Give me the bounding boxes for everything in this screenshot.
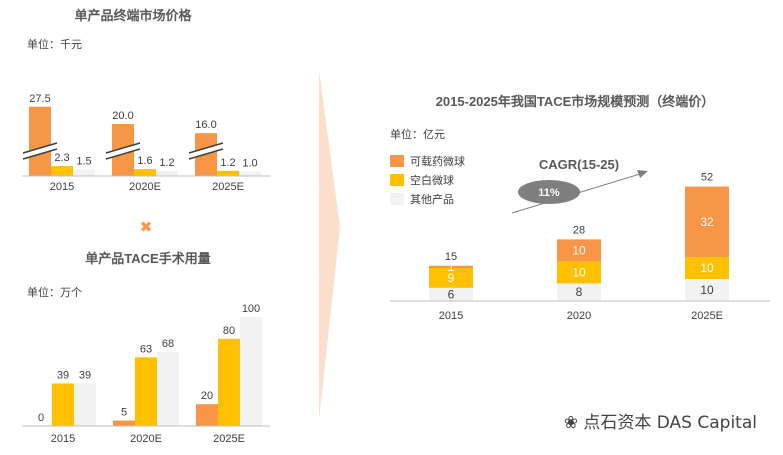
chart2-title: 单产品TACE手术用量 (85, 251, 210, 266)
chart1-category: 2025E (212, 181, 244, 193)
chart3-bar-2025E-0 (685, 279, 729, 301)
chart3-bar-2025E-1 (685, 257, 729, 279)
chart1-bar-2020E-1 (134, 169, 156, 176)
chart3-unit: 单位：亿元 (390, 127, 445, 141)
chart1-bar-2025E-2 (239, 171, 261, 176)
chart3-segment-label: 9 (448, 271, 455, 285)
chart2-value-label: 100 (242, 303, 260, 315)
chart3-bar-2015-0 (429, 287, 473, 301)
chart1-break-gap (22, 143, 58, 159)
chart3-segment-label: 10 (572, 265, 586, 279)
chart2-unit: 单位：万个 (27, 285, 82, 299)
chart1-break-gap (188, 143, 224, 159)
chart2-value-label: 5 (121, 407, 127, 419)
chart3-segment-label: 10 (572, 243, 586, 257)
chart3-legend-swatch (390, 155, 404, 167)
chart1-bar-2025E-1 (217, 170, 239, 176)
chart1-unit: 单位：千元 (27, 37, 82, 51)
chart2-bar-2020E-2 (157, 351, 179, 426)
multiply-icon: ✖ (140, 219, 153, 236)
chart3-segment-label: 8 (576, 285, 583, 299)
chart3-legend-label: 空白微球 (410, 173, 454, 187)
chart2-category: 2025E (213, 433, 245, 445)
chart2-value-label: 80 (223, 325, 235, 337)
chart3-segment-label: 6 (448, 287, 455, 301)
chart2-bar-2020E-0 (113, 420, 135, 426)
chart1-break-mark (22, 142, 58, 154)
chart1-category: 2020E (129, 181, 161, 193)
wechat-icon: ❀ (563, 413, 578, 433)
chart3-cagr-value: 11% (538, 187, 560, 199)
chevron-arrow-icon (319, 70, 340, 420)
chart1-break-gap (105, 143, 141, 159)
chart3-category: 2025E (691, 310, 723, 322)
chart3-title: 2015-2025年我国TACE市场规模预测（终端价） (436, 94, 715, 109)
chart3-bar-2020-1 (557, 261, 601, 284)
chart3-bar-2020-0 (557, 283, 601, 301)
chart1-bar-2015-1 (51, 166, 73, 176)
watermark-text: 点石资本 DAS Capital (583, 413, 757, 433)
chart1-value-label: 27.5 (29, 93, 50, 105)
chart1-value-label: 1.2 (220, 157, 235, 169)
chart2-bar-2025E-1 (218, 338, 240, 426)
chart2-value-label: 68 (162, 338, 174, 350)
chart2-bar-2025E-0 (196, 404, 218, 426)
chart1-break-mark (105, 142, 141, 154)
chart1-value-label: 16.0 (195, 119, 216, 131)
chart2-value-label: 63 (140, 343, 152, 355)
chart3-legend-label: 其他产品 (410, 192, 454, 206)
chart3-bar-2015-1 (429, 268, 473, 288)
chart3-bar-2020-2 (557, 239, 601, 262)
chart1-break-mark (188, 148, 224, 160)
chart1-value-label: 1.2 (159, 157, 174, 169)
chart2-value-label: 39 (57, 369, 69, 381)
chart1-value-label: 1.5 (76, 156, 91, 168)
chart3-total-label: 28 (573, 224, 585, 236)
chart2-value-label: 39 (79, 369, 91, 381)
chart3-cagr-label: CAGR(15-25) (539, 157, 619, 172)
chart3-legend-label: 可载药微球 (410, 154, 465, 168)
chart3-cagr-arrowhead-icon (637, 170, 648, 178)
chart1-bar-2015-2 (73, 169, 95, 176)
chart3-total-label: 15 (445, 251, 457, 263)
chart3-legend-swatch (390, 174, 404, 186)
chart2-bar-2020E-1 (135, 357, 157, 426)
chart1-title: 单产品终端市场价格 (74, 8, 192, 23)
chart1-break-mark (22, 148, 58, 160)
chart3-bar-2015-2 (429, 265, 473, 268)
chart3-category: 2015 (439, 310, 463, 322)
chart3-segment-label: 10 (700, 283, 714, 297)
chart3-bar-2025E-2 (685, 186, 729, 257)
chart1-value-label: 1.6 (137, 155, 152, 167)
chart3-segment-label: 32 (700, 215, 714, 229)
chart2-bar-2015-2 (74, 383, 96, 426)
chart1-break-mark (105, 148, 141, 160)
chart2-category: 2015 (51, 433, 75, 445)
chart1-category: 2015 (50, 181, 74, 193)
chart2-bar-2015-1 (52, 383, 74, 426)
chart1-value-label: 1.0 (242, 158, 257, 170)
chart1-value-label: 2.3 (54, 152, 69, 164)
chart2-bar-2025E-2 (240, 317, 262, 426)
chart1-bar-2020E-2 (156, 170, 178, 176)
chart3-total-label: 52 (701, 172, 713, 184)
chart1-value-label: 20.0 (112, 110, 133, 122)
chart2-category: 2020E (130, 433, 162, 445)
chart3-segment-label: 10 (700, 261, 714, 275)
chart3-cagr-ellipse (518, 180, 580, 204)
watermark: ❀ 点石资本 DAS Capital (564, 408, 757, 433)
chart1-break-mark (188, 142, 224, 154)
chart1-bar-2015-0 (29, 106, 51, 176)
chart2-value-label: 20 (201, 390, 213, 402)
chart3-legend-swatch (390, 193, 404, 205)
chart3-segment-label: 1 (448, 260, 455, 274)
chart2-value-label: 0 (38, 412, 44, 424)
chart3-category: 2020 (567, 310, 591, 322)
